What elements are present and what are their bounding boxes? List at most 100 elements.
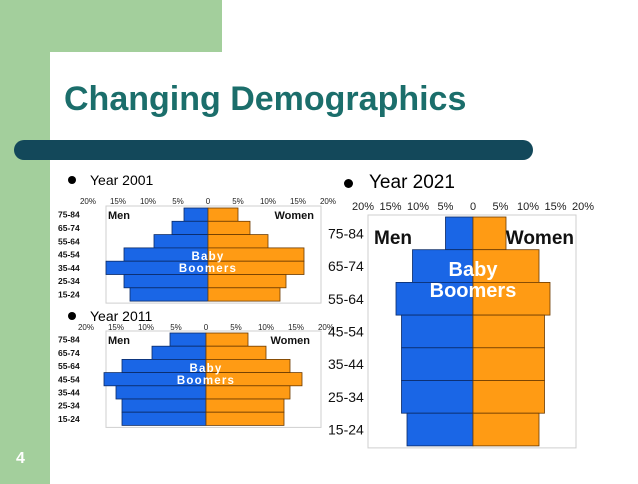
bar-women-75-84 xyxy=(207,207,239,222)
bar-women-35-44 xyxy=(472,347,545,381)
bullet-label: Year 2021 xyxy=(369,172,455,193)
x-tick-label: 10% xyxy=(140,197,156,206)
slide-number: 4 xyxy=(16,450,25,467)
bar-women-15-24 xyxy=(205,411,285,426)
bar-men-65-74 xyxy=(171,220,209,235)
x-tick-label: 15% xyxy=(379,201,401,213)
bar-women-45-54 xyxy=(472,314,545,349)
x-tick-label: 15% xyxy=(108,323,124,332)
bar-men-65-74 xyxy=(151,345,207,360)
age-group-label: 35-44 xyxy=(58,263,80,273)
plot-frame xyxy=(105,205,322,304)
bar-women-75-84 xyxy=(205,332,249,347)
legend-men: Men xyxy=(374,228,412,249)
pyramid-chart-2011: 20% 15% 10% 5% 0 5% 10% 15% 20% 75-84 65-74 55-64 45… xyxy=(58,323,334,428)
bar-women-15-24 xyxy=(472,412,540,447)
bullet-dot-icon xyxy=(68,176,76,184)
x-tick-label: 20% xyxy=(80,197,96,206)
x-tick-label: 20% xyxy=(572,201,594,213)
bullet-label: Year 2011 xyxy=(90,308,153,324)
x-tick-label: 20% xyxy=(318,323,334,332)
bullet-dot-icon xyxy=(344,178,353,188)
bar-men-15-24 xyxy=(406,412,474,447)
x-tick-label: 10% xyxy=(517,201,539,213)
bar-men-25-34 xyxy=(401,380,474,414)
age-group-label: 45-54 xyxy=(58,374,80,384)
bar-women-35-44 xyxy=(205,385,291,400)
x-tick-label: 10% xyxy=(138,323,154,332)
baby-boomers-annotation: Boomers xyxy=(179,263,237,275)
x-tick-label: 5% xyxy=(172,197,184,206)
x-tick-label: 20% xyxy=(352,201,374,213)
x-tick-label: 15% xyxy=(544,201,566,213)
age-group-label: 55-64 xyxy=(58,361,80,371)
baby-boomers-annotation: Baby xyxy=(449,259,499,281)
x-tick-label: 0 xyxy=(204,323,209,332)
x-tick-label: 10% xyxy=(407,201,429,213)
bar-women-65-74 xyxy=(472,249,540,283)
age-group-label: 15-24 xyxy=(58,414,80,424)
bullet-year-2011: Year 2011 xyxy=(68,308,152,324)
bar-men-45-54 xyxy=(401,314,474,349)
x-tick-label: 5% xyxy=(230,323,242,332)
bar-women-55-64 xyxy=(207,234,269,249)
age-group-label: 65-74 xyxy=(58,348,80,358)
bar-men-55-64 xyxy=(153,234,209,249)
bullet-label: Year 2001 xyxy=(90,172,154,188)
age-group-label: 35-44 xyxy=(328,356,364,372)
left-accent-strip xyxy=(0,0,50,484)
x-tick-label: 5% xyxy=(170,323,182,332)
age-group-label: 65-74 xyxy=(328,258,364,274)
bar-men-25-34 xyxy=(123,274,209,289)
bar-women-25-34 xyxy=(207,274,287,289)
age-group-label: 55-64 xyxy=(58,236,80,246)
x-tick-label: 5% xyxy=(438,201,454,213)
bar-women-75-84 xyxy=(472,216,507,251)
title-divider-band xyxy=(14,140,533,160)
bar-women-65-74 xyxy=(207,220,251,235)
age-group-label: 75-84 xyxy=(58,335,80,345)
age-group-label: 25-34 xyxy=(58,401,80,411)
bar-men-35-44 xyxy=(401,347,474,381)
legend-men: Men xyxy=(108,335,130,347)
age-group-label: 55-64 xyxy=(328,291,364,307)
bullet-year-2001: Year 2001 xyxy=(68,172,153,188)
bullet-year-2021: Year 2021 xyxy=(344,172,455,194)
age-group-label: 15-24 xyxy=(328,422,364,438)
bar-men-75-84 xyxy=(445,216,474,251)
bar-men-25-34 xyxy=(121,398,207,413)
x-tick-label: 0 xyxy=(470,201,476,213)
bar-women-15-24 xyxy=(207,287,281,302)
legend-women: Women xyxy=(274,210,314,222)
legend-women: Women xyxy=(506,228,574,249)
x-tick-label: 10% xyxy=(260,197,276,206)
x-tick-label: 15% xyxy=(290,197,306,206)
age-group-label: 45-54 xyxy=(58,250,80,260)
pyramid-chart-2001: 20% 15% 10% 5% 0 5% 10% 15% 20%75-8465-7455-6445… xyxy=(58,197,336,304)
x-tick-label: 20% xyxy=(320,197,336,206)
x-tick-label: 5% xyxy=(493,201,509,213)
age-group-label: 75-84 xyxy=(328,225,364,241)
baby-boomers-annotation: Boomers xyxy=(430,280,517,302)
bar-women-25-34 xyxy=(205,398,285,413)
bar-men-35-44 xyxy=(115,385,207,400)
legend-women: Women xyxy=(270,335,310,347)
bar-men-75-84 xyxy=(169,332,207,347)
x-tick-label: 15% xyxy=(288,323,304,332)
baby-boomers-annotation: Baby xyxy=(190,363,223,375)
plot-frame xyxy=(367,214,577,449)
baby-boomers-annotation: Boomers xyxy=(177,375,235,387)
bar-women-65-74 xyxy=(205,345,267,360)
bar-men-15-24 xyxy=(121,411,207,426)
age-group-label: 75-84 xyxy=(58,210,80,220)
x-tick-label: 5% xyxy=(232,197,244,206)
x-tick-label: 0 xyxy=(206,197,211,206)
x-tick-label: 15% xyxy=(110,197,126,206)
x-tick-label: 10% xyxy=(258,323,274,332)
pyramid-chart-2021: 20% 15% 10% 5% 0 5% 10% 15% 20% 75-84 65-74 55-64 45… xyxy=(328,201,594,449)
baby-boomers-annotation: Baby xyxy=(192,251,225,263)
age-group-label: 65-74 xyxy=(58,223,80,233)
age-group-label: 45-54 xyxy=(328,323,364,339)
bar-men-65-74 xyxy=(412,249,474,283)
bar-men-55-64 xyxy=(395,282,474,316)
